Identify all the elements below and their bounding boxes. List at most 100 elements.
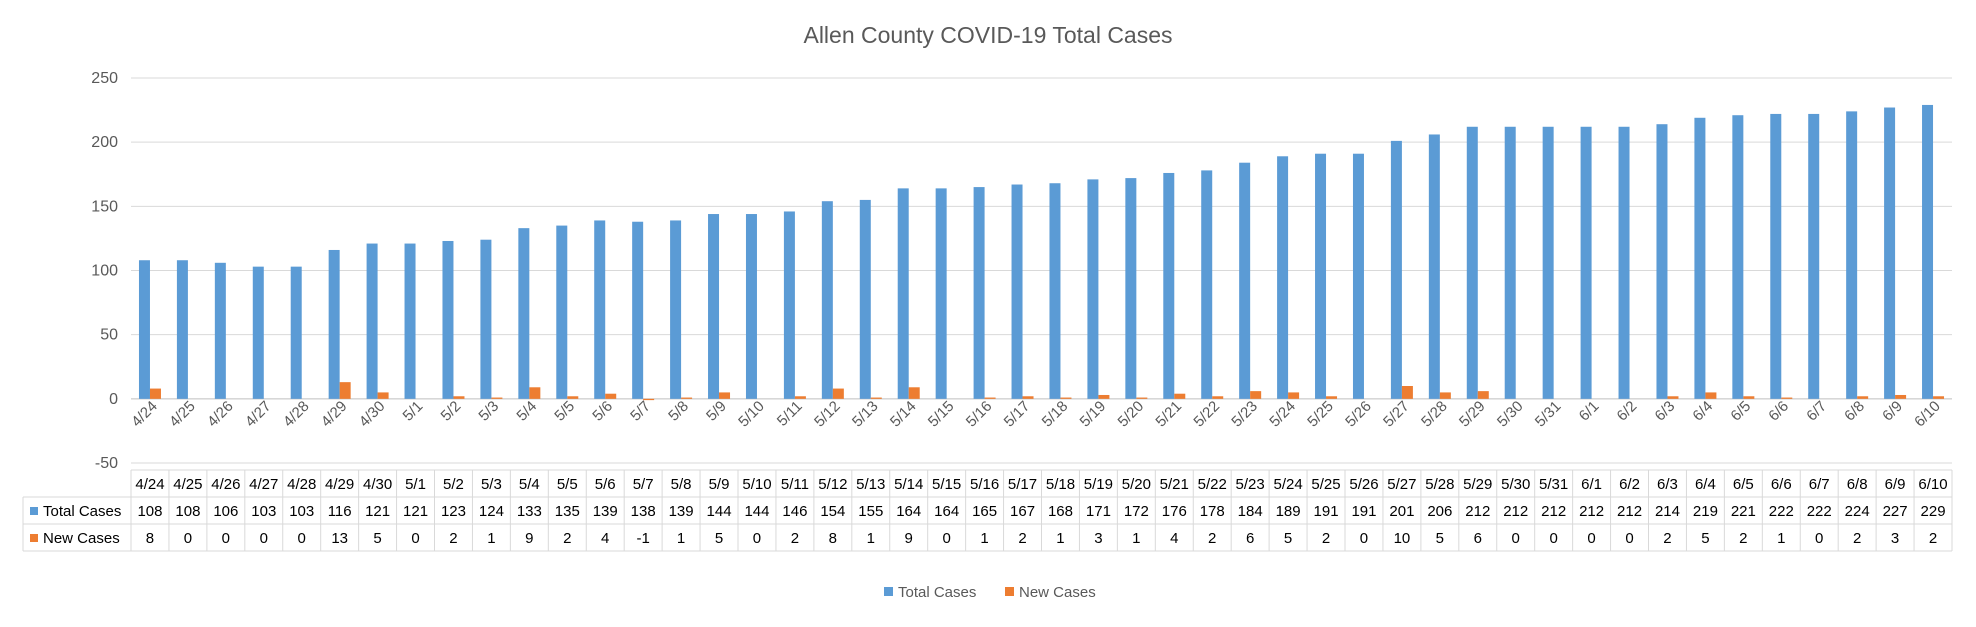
legend-swatch	[884, 587, 893, 596]
table-legend-key	[30, 534, 38, 542]
table-value-cell: 178	[1200, 503, 1225, 520]
table-value-cell: 5	[1436, 530, 1444, 547]
table-value-cell: 3	[1891, 530, 1899, 547]
table-value-cell: 164	[934, 503, 959, 520]
bar-total-cases	[859, 199, 871, 399]
table-value-cell: 214	[1655, 503, 1680, 520]
table-value-cell: 154	[820, 503, 845, 520]
table-value-cell: 224	[1845, 503, 1870, 520]
bar-total-cases	[214, 262, 226, 399]
bar-new-cases	[1667, 396, 1679, 399]
table-header-cell: 5/9	[709, 476, 730, 493]
table-header-cell: 5/16	[970, 476, 999, 493]
table-header-cell: 6/1	[1581, 476, 1602, 493]
table-value-cell: 2	[1018, 530, 1026, 547]
bar-total-cases	[1770, 113, 1782, 399]
table-value-cell: 123	[441, 503, 466, 520]
table-value-cell: 4	[601, 530, 609, 547]
table-header-cell: 5/28	[1425, 476, 1454, 493]
table-value-cell: 0	[298, 530, 306, 547]
bar-total-cases	[138, 260, 150, 399]
legend: Total Cases New Cases	[884, 584, 1096, 601]
table-value-cell: 167	[1010, 503, 1035, 520]
bar-total-cases	[1694, 117, 1706, 399]
x-tick-label: 5/9	[703, 398, 730, 425]
table-value-cell: 9	[525, 530, 533, 547]
bar-total-cases	[1201, 170, 1213, 399]
table-value-cell: 1	[1132, 530, 1140, 547]
table-value-cell: 2	[1208, 530, 1216, 547]
table-value-cell: 121	[365, 503, 390, 520]
table-header-cell: 4/29	[325, 476, 354, 493]
x-tick-label: 6/1	[1576, 398, 1603, 425]
bar-total-cases	[897, 188, 909, 399]
x-tick-label: 6/9	[1879, 398, 1906, 425]
bar-new-cases	[1781, 397, 1793, 399]
table-header-cell: 5/3	[481, 476, 502, 493]
bar-new-cases	[1136, 397, 1148, 399]
bar-total-cases	[252, 266, 264, 399]
bar-total-cases	[1315, 153, 1327, 399]
legend-swatch	[1005, 587, 1014, 596]
table-row-label: New Cases	[43, 530, 120, 547]
y-tick-label: 50	[100, 327, 118, 344]
data-table: 4/24 4/25 4/26 4/27 4/28 4/29 4/30 5/1 5/2 5/3 5/4…	[22, 469, 1953, 552]
table-header-cell: 5/26	[1349, 476, 1378, 493]
table-value-cell: 133	[517, 503, 542, 520]
bar-new-cases	[908, 387, 920, 399]
table-value-cell: 121	[403, 503, 428, 520]
table-header-cell: 4/26	[211, 476, 240, 493]
table-value-cell: 0	[942, 530, 950, 547]
table-header-cell: 5/23	[1236, 476, 1265, 493]
table-header-cell: 5/7	[633, 476, 654, 493]
bar-new-cases	[832, 388, 844, 399]
table-header-cell: 6/2	[1619, 476, 1640, 493]
table-value-cell: 171	[1086, 503, 1111, 520]
table-value-cell: 155	[858, 503, 883, 520]
table-value-cell: 172	[1124, 503, 1149, 520]
table-row-label: Total Cases	[43, 503, 121, 520]
x-tick-label: 4/25	[166, 398, 199, 431]
x-tick-label: 5/19	[1077, 398, 1110, 431]
bar-new-cases	[1705, 392, 1717, 399]
table-value-cell: 1	[1777, 530, 1785, 547]
bar-total-cases	[594, 220, 606, 399]
table-value-cell: 0	[753, 530, 761, 547]
table-value-cell: 206	[1427, 503, 1452, 520]
table-value-cell: 8	[146, 530, 154, 547]
bar-total-cases	[328, 249, 340, 399]
table-value-cell: 144	[707, 503, 732, 520]
table-header-cell: 5/20	[1122, 476, 1151, 493]
x-tick-label: 5/6	[589, 398, 616, 425]
table-value-cell: 5	[1701, 530, 1709, 547]
table-value-cell: 10	[1394, 530, 1411, 547]
bar-new-cases	[1022, 396, 1034, 399]
bar-total-cases	[290, 266, 302, 399]
bar-new-cases	[870, 397, 882, 399]
bar-new-cases	[643, 398, 655, 401]
y-axis: -50 0 50 100 150 200 250	[91, 70, 118, 472]
bar-total-cases	[366, 243, 378, 399]
table-value-cell: 222	[1807, 503, 1832, 520]
bar-total-cases	[176, 260, 188, 399]
table-value-cell: -1	[636, 530, 649, 547]
chart-title: Allen County COVID-19 Total Cases	[803, 22, 1172, 48]
gridlines	[131, 77, 1952, 464]
table-header-cell: 5/29	[1463, 476, 1492, 493]
x-tick-label: 5/13	[849, 398, 882, 431]
bar-total-cases	[1390, 140, 1402, 399]
table-legend-key	[30, 507, 38, 515]
table-header-cell: 6/10	[1918, 476, 1947, 493]
table-value-cell: 103	[289, 503, 314, 520]
table-header-cell: 5/22	[1198, 476, 1227, 493]
x-tick-label: 5/21	[1152, 398, 1185, 431]
bar-new-cases	[1401, 386, 1413, 399]
table-value-cell: 13	[331, 530, 348, 547]
x-tick-label: 5/4	[513, 398, 540, 425]
table-value-cell: 5	[1284, 530, 1292, 547]
table-header-cell: 4/25	[173, 476, 202, 493]
table-value-cell: 6	[1474, 530, 1482, 547]
table-value-cell: 2	[1739, 530, 1747, 547]
bar-total-cases	[1504, 126, 1516, 399]
table-value-cell: 103	[251, 503, 276, 520]
